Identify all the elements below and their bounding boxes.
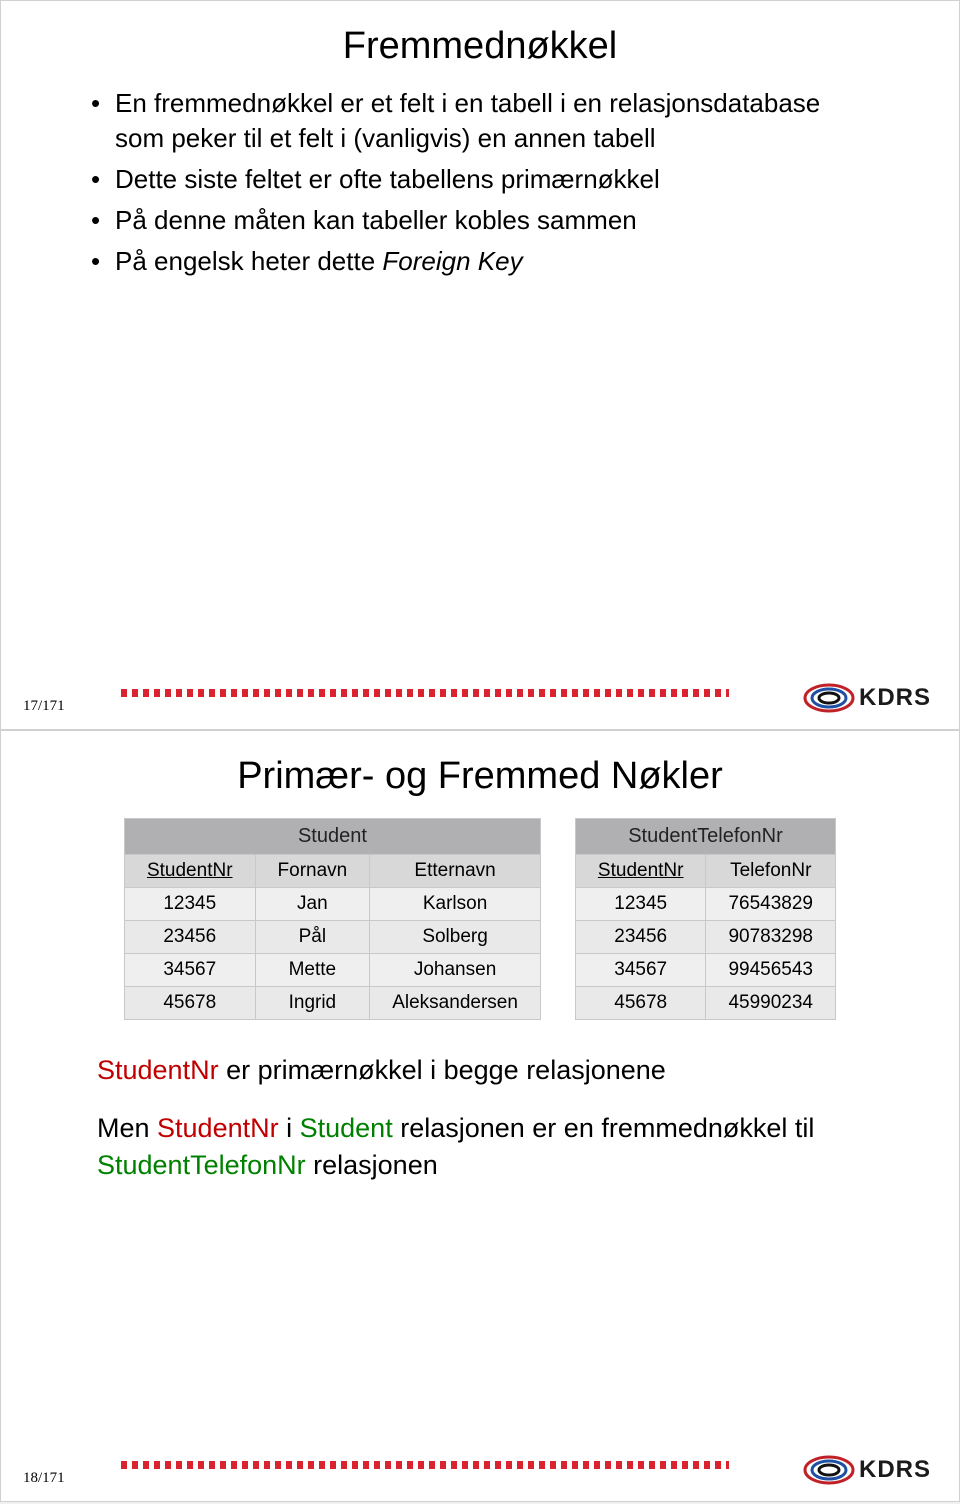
page-number: 18/171 — [23, 1470, 65, 1487]
table-cell: 23456 — [575, 921, 706, 954]
logo-text: KDRS — [859, 1456, 931, 1484]
dotted-divider — [121, 1461, 729, 1469]
table-row: 1234576543829 — [575, 888, 835, 921]
bullet-item: En fremmednøkkel er et felt i en tabell … — [91, 86, 869, 156]
table-cell: Jan — [255, 888, 370, 921]
table-row: 2345690783298 — [575, 921, 835, 954]
bullet-text: På engelsk heter dette — [115, 246, 382, 276]
table-column-header: StudentNr — [124, 855, 255, 888]
table-row: 12345JanKarlson — [124, 888, 540, 921]
paragraph-1: StudentNr er primærnøkkel i begge relasj… — [91, 1052, 869, 1088]
text: relasjonen er en fremmednøkkel til — [393, 1113, 815, 1143]
slide-content: Fremmednøkkel En fremmednøkkel er et fel… — [1, 1, 959, 279]
table-cell: Karlson — [370, 888, 541, 921]
tables-row: StudentStudentNrFornavnEtternavn12345Jan… — [61, 818, 899, 1020]
table-cell: Ingrid — [255, 987, 370, 1020]
table-cell: Solberg — [370, 921, 541, 954]
table-cell: Aleksandersen — [370, 987, 541, 1020]
table-row: 3456799456543 — [575, 954, 835, 987]
table-cell: 12345 — [575, 888, 706, 921]
table-cell: 34567 — [124, 954, 255, 987]
text-red: StudentNr — [157, 1113, 279, 1143]
slide-content: Primær- og Fremmed Nøkler StudentStudent… — [1, 731, 959, 1183]
text: relasjonen — [306, 1150, 438, 1180]
table-cell: 45678 — [575, 987, 706, 1020]
table-row: 45678IngridAleksandersen — [124, 987, 540, 1020]
paragraph-2: Men StudentNr i Student relasjonen er en… — [91, 1110, 869, 1183]
text: Men — [97, 1113, 157, 1143]
slide-17: Fremmednøkkel En fremmednøkkel er et fel… — [0, 0, 960, 730]
bullet-item: På denne måten kan tabeller kobles samme… — [91, 203, 869, 238]
text-green: Student — [300, 1113, 393, 1143]
logo-rings-icon — [803, 683, 855, 713]
logo-text-wrap: KDRS — [859, 1456, 931, 1484]
table-cell: 12345 — [124, 888, 255, 921]
table-caption: StudentTelefonNr — [575, 819, 835, 855]
table-cell: 99456543 — [706, 954, 836, 987]
table-column-header: StudentNr — [575, 855, 706, 888]
bullet-item: Dette siste feltet er ofte tabellens pri… — [91, 162, 869, 197]
table-cell: 90783298 — [706, 921, 836, 954]
table-cell: 76543829 — [706, 888, 836, 921]
text: i — [279, 1113, 300, 1143]
slide-footer: 18/171 KDRS — [1, 1443, 959, 1491]
table-column-header: TelefonNr — [706, 855, 836, 888]
slide-title: Fremmednøkkel — [91, 25, 869, 68]
page-number: 17/171 — [23, 698, 65, 715]
table-cell: 23456 — [124, 921, 255, 954]
kdrs-logo: KDRS — [803, 683, 931, 713]
bullet-list: En fremmednøkkel er et felt i en tabell … — [91, 86, 869, 279]
table-cell: 34567 — [575, 954, 706, 987]
table-cell: 45678 — [124, 987, 255, 1020]
table-row: 23456PålSolberg — [124, 921, 540, 954]
text-green: StudentTelefonNr — [97, 1150, 306, 1180]
table-row: 4567845990234 — [575, 987, 835, 1020]
text-red: StudentNr — [97, 1055, 219, 1085]
table-row: 34567MetteJohansen — [124, 954, 540, 987]
logo-text-wrap: KDRS — [859, 684, 931, 712]
slide-title: Primær- og Fremmed Nøkler — [91, 755, 869, 798]
slide-18: Primær- og Fremmed Nøkler StudentStudent… — [0, 730, 960, 1502]
table-column-header: Etternavn — [370, 855, 541, 888]
student-telefon-table: StudentTelefonNrStudentNrTelefonNr123457… — [575, 818, 836, 1020]
student-table: StudentStudentNrFornavnEtternavn12345Jan… — [124, 818, 541, 1020]
table-caption: Student — [124, 819, 540, 855]
bullet-item: På engelsk heter dette Foreign Key — [91, 244, 869, 279]
table-cell: Mette — [255, 954, 370, 987]
text: er primærnøkkel i begge relasjonene — [219, 1055, 666, 1085]
slide-footer: 17/171 KDRS — [1, 671, 959, 719]
bullet-italic: Foreign Key — [382, 246, 522, 276]
table-cell: 45990234 — [706, 987, 836, 1020]
logo-rings-icon — [803, 1455, 855, 1485]
table-column-header: Fornavn — [255, 855, 370, 888]
dotted-divider — [121, 689, 729, 697]
kdrs-logo: KDRS — [803, 1455, 931, 1485]
logo-text: KDRS — [859, 684, 931, 712]
table-cell: Johansen — [370, 954, 541, 987]
table-cell: Pål — [255, 921, 370, 954]
